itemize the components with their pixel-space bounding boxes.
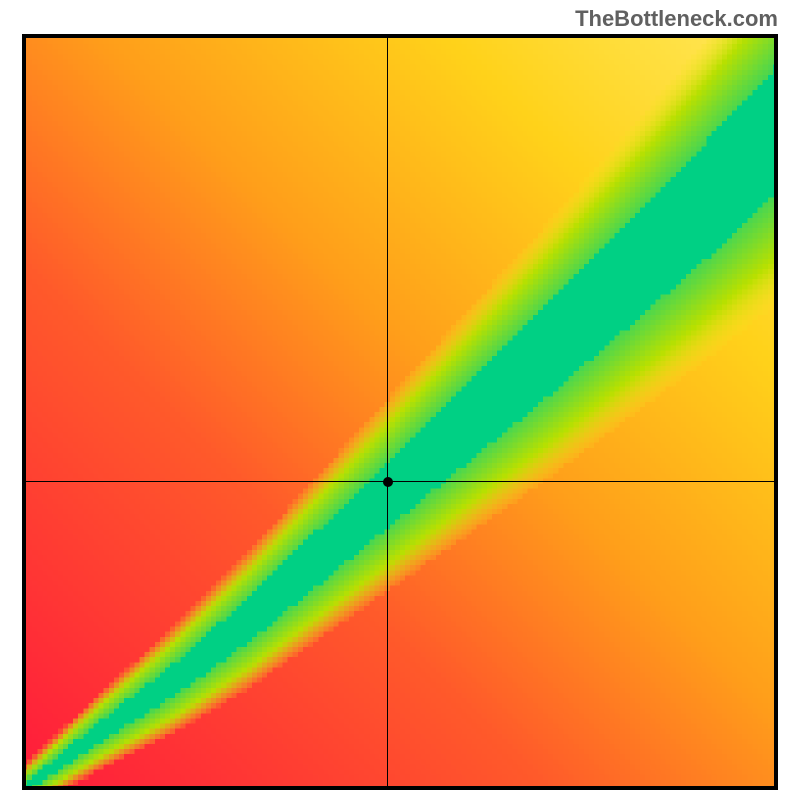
chart-container: TheBottleneck.com [0,0,800,800]
watermark-text: TheBottleneck.com [575,6,778,32]
heatmap-chart [22,34,778,790]
heatmap-canvas [22,34,778,790]
